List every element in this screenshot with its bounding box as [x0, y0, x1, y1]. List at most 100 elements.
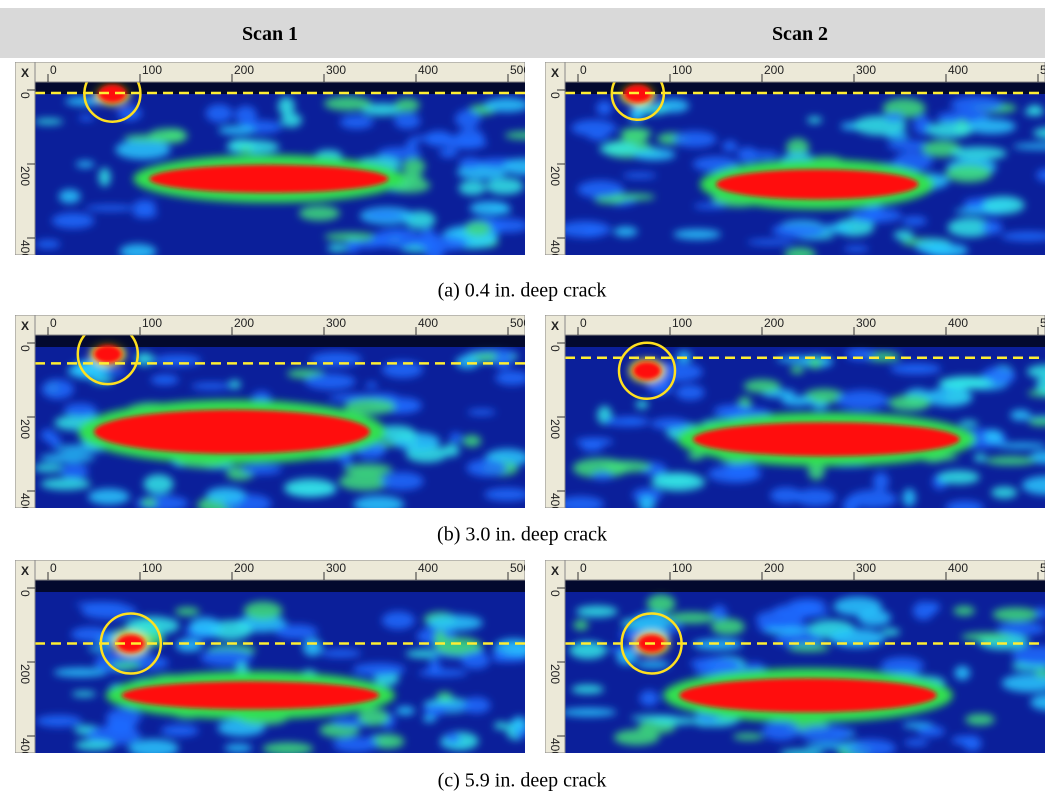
scan-blob — [1035, 607, 1045, 619]
scan-blob — [324, 232, 377, 242]
scan-blob — [749, 151, 779, 159]
scan-blob — [191, 382, 232, 390]
scan-blob — [588, 133, 609, 141]
scan-blob — [947, 217, 993, 238]
scan-blob — [966, 118, 1016, 135]
scan-blob — [484, 487, 525, 502]
scan-blob — [224, 743, 253, 753]
scan-blob — [884, 112, 904, 122]
scan-panel: X 0 100 200 300 400 500 0 200 400 — [545, 560, 1045, 758]
scan-blob — [872, 472, 890, 491]
scan-blob — [352, 662, 406, 677]
scan-blob — [369, 236, 390, 246]
scan-blob — [592, 471, 613, 481]
scan-blob — [128, 739, 179, 753]
scan-panel: X 0 100 200 300 400 500 0 200 400 — [15, 62, 525, 255]
x-tick-label: 200 — [234, 316, 254, 330]
scan-blob — [573, 619, 589, 631]
scan-blob — [1033, 127, 1045, 139]
scan-blob — [673, 229, 722, 240]
scan-blob — [491, 654, 525, 663]
scan-blob — [732, 733, 764, 741]
scan-blob — [599, 142, 639, 155]
scan-blob — [206, 487, 246, 504]
scan-blob — [1034, 670, 1045, 678]
scan-blob — [304, 373, 356, 390]
y-tick-label: 200 — [548, 166, 562, 186]
scan-blob — [571, 119, 617, 137]
scan-blob — [364, 211, 404, 219]
scan-blob — [327, 244, 348, 253]
scan-blob — [625, 417, 642, 424]
scan-blob — [982, 196, 1025, 215]
scan-blob — [283, 478, 337, 498]
scan-blob — [228, 379, 241, 390]
scan-blob — [455, 355, 480, 369]
scan-blob — [888, 394, 932, 411]
scan-blob — [1012, 142, 1045, 150]
scan-blob — [436, 691, 453, 701]
scan-blob — [864, 204, 884, 223]
scan-blob — [323, 96, 372, 111]
scan-blob — [577, 180, 624, 199]
scan-blob — [798, 725, 851, 742]
scan-blob — [150, 374, 179, 386]
scan-blob — [160, 724, 199, 737]
x-tick-label: 100 — [672, 561, 692, 575]
scan-blob — [616, 648, 638, 666]
scan-blob — [380, 472, 424, 491]
scan-blob — [39, 453, 96, 463]
scan-blob — [833, 596, 882, 616]
scan-blob — [569, 641, 607, 660]
scan-blob — [74, 739, 114, 751]
scan-blob — [843, 245, 869, 253]
y-tick-label: 400 — [18, 738, 32, 758]
scan-blob — [405, 139, 419, 149]
red-zones — [633, 361, 960, 457]
scan-blob — [953, 605, 975, 616]
scan-blob — [603, 460, 652, 473]
scan-blob — [973, 453, 987, 462]
x-tick-label: 400 — [948, 316, 968, 330]
scan-blob — [795, 488, 836, 507]
y-tick-label: 400 — [548, 738, 562, 758]
scan-blob — [402, 158, 426, 175]
x-tick-label: 100 — [142, 63, 162, 77]
crack-circle — [99, 612, 163, 675]
scan-blob — [632, 487, 663, 503]
scan-blob — [58, 189, 81, 204]
scan-content: X 0 100 200 300 400 500 0 200 400 — [15, 560, 530, 758]
scan-content: X 0 100 200 300 400 500 0 200 400 — [15, 315, 525, 513]
scan-blob — [375, 425, 416, 442]
scan-blob — [33, 118, 64, 125]
scan-blob — [133, 199, 157, 213]
scan-blob — [805, 742, 860, 750]
scan-blob — [667, 612, 716, 624]
x-tick-label: 0 — [580, 561, 587, 575]
y-tick-label: 400 — [18, 493, 32, 513]
scan-top-shade — [565, 335, 1045, 347]
scan-blob — [763, 627, 810, 635]
scan-blob — [377, 147, 422, 160]
scan-blob — [1001, 231, 1045, 242]
scan-blob — [743, 379, 781, 393]
x-tick-label: 500 — [510, 561, 530, 575]
scan-blob — [1030, 694, 1045, 711]
x-tick-label: 500 — [1040, 316, 1045, 330]
scan-blob — [902, 488, 916, 507]
axis-corner: X — [551, 319, 559, 333]
scan-content: X 0 100 200 300 400 500 0 200 400 — [545, 315, 1045, 508]
scan-blob — [771, 222, 827, 239]
scan-blob — [241, 464, 282, 475]
scan-blob — [491, 206, 512, 214]
scan-blob — [1011, 645, 1045, 666]
scan-blob — [1028, 417, 1045, 427]
scan-blob — [836, 390, 889, 410]
scan-blob — [84, 204, 137, 212]
crack-zone — [98, 84, 127, 103]
x-tick-label: 200 — [764, 316, 784, 330]
reflection-zone — [716, 169, 919, 200]
scan-blob — [770, 487, 802, 504]
scan-blob — [40, 428, 56, 442]
